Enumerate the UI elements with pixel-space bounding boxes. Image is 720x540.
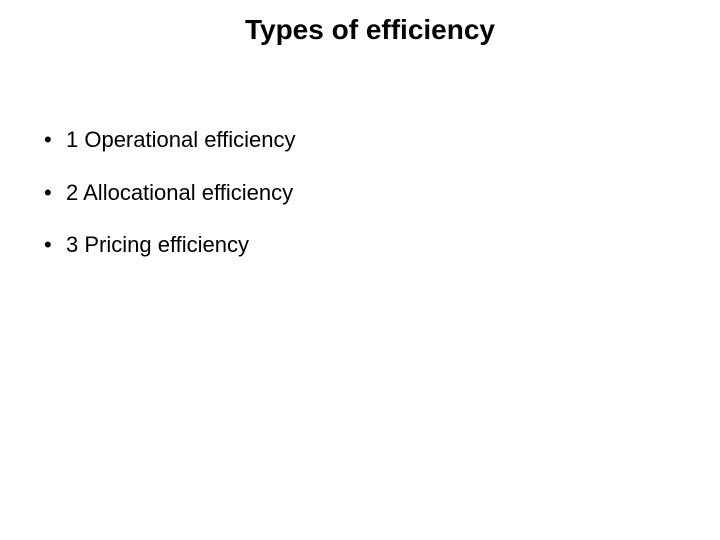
slide-container: Types of efficiency 1 Operational effici… — [0, 0, 720, 540]
bullet-list: 1 Operational efficiency 2 Allocational … — [0, 56, 720, 260]
list-item: 1 Operational efficiency — [40, 126, 720, 155]
list-item: 3 Pricing efficiency — [40, 231, 720, 260]
slide-title: Types of efficiency — [20, 0, 720, 56]
list-item: 2 Allocational efficiency — [40, 179, 720, 208]
